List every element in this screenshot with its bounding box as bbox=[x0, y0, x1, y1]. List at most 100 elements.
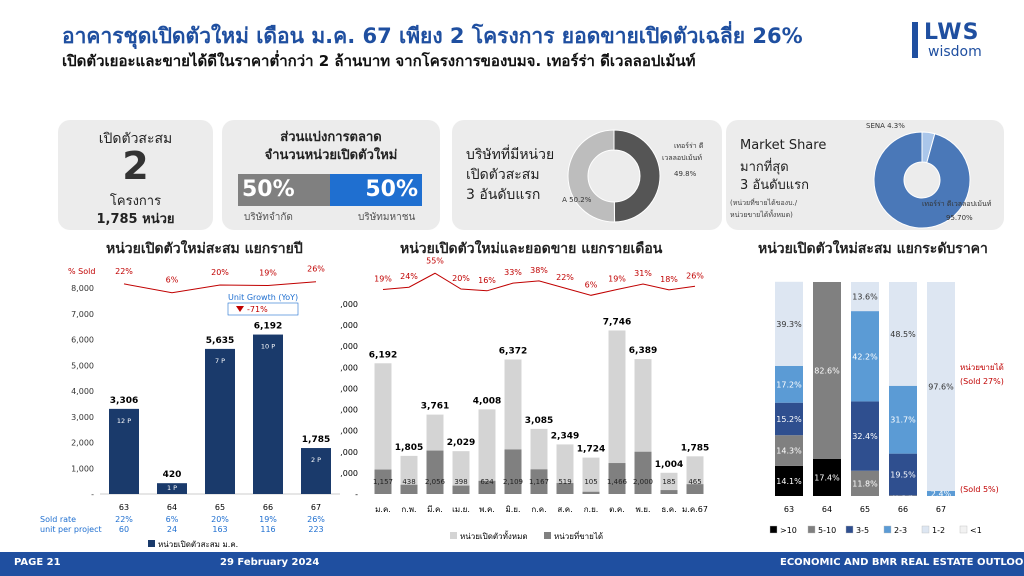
segment bbox=[889, 385, 917, 454]
growth-box bbox=[227, 302, 299, 316]
sold-rate-cell: 6% bbox=[166, 515, 179, 524]
footer-date: 29 February 2024 bbox=[220, 557, 320, 568]
bar-value-label: 3,306 bbox=[110, 396, 138, 406]
segment-label: 31.7% bbox=[890, 416, 916, 425]
footer-bar: PAGE 21 29 February 2024 ECONOMIC AND BM… bbox=[0, 552, 1024, 576]
segment-label: 82.6% bbox=[814, 366, 840, 375]
donut2-title-2: มากที่สุด bbox=[740, 160, 789, 175]
bar-sold-label: 2,109 bbox=[503, 478, 523, 486]
legend-swatch bbox=[807, 525, 816, 534]
bar-sold bbox=[426, 450, 444, 494]
segment bbox=[775, 281, 803, 366]
segment-label: 19.5% bbox=[890, 470, 916, 479]
y-tick-label: 1,000 bbox=[71, 464, 94, 473]
segment bbox=[927, 490, 955, 496]
segment bbox=[775, 465, 803, 496]
x-tick-label: 65 bbox=[215, 503, 225, 512]
sold-pct-label: 31% bbox=[634, 269, 652, 278]
legend-label: <1 bbox=[970, 526, 982, 535]
legend-swatch-total bbox=[450, 532, 457, 539]
bar-sold bbox=[660, 490, 678, 494]
segment-label: 2.4% bbox=[931, 489, 952, 498]
x-tick-label: ก.ย. bbox=[584, 505, 599, 514]
x-tick-label: 64 bbox=[822, 505, 832, 514]
sold-pct-label: 33% bbox=[504, 268, 522, 277]
bar-total-label: 6,192 bbox=[369, 350, 397, 360]
donut1-slice-label-a2: เวลลอปเม้นท์ bbox=[662, 154, 702, 162]
bar-sold bbox=[400, 484, 418, 494]
segment-label: 11.8% bbox=[852, 479, 878, 488]
right-label-2: (Sold 27%) bbox=[960, 377, 1004, 386]
y-tick-label: 9,000 bbox=[340, 300, 358, 309]
market-right-label: บริษัทมหาชน bbox=[358, 212, 416, 223]
bar-total-label: 1,805 bbox=[395, 443, 423, 453]
legend-label: 3-5 bbox=[856, 526, 869, 535]
sold-rate-cell: 26% bbox=[307, 515, 325, 524]
market-left-label: บริษัทจำกัด bbox=[244, 212, 293, 223]
x-tick-label: 64 bbox=[167, 503, 177, 512]
y-tick-label: 5,000 bbox=[340, 384, 358, 393]
y-tick-label: 6,000 bbox=[71, 336, 94, 345]
segment-label: 97.6% bbox=[928, 382, 954, 391]
down-arrow-icon bbox=[236, 306, 244, 312]
y-tick-label: 3,000 bbox=[340, 427, 358, 436]
sold-pct-line bbox=[382, 272, 696, 296]
bar-value-label: 420 bbox=[163, 470, 182, 480]
bar-sold-label: 398 bbox=[454, 478, 467, 486]
segment-label: 14.1% bbox=[776, 477, 802, 486]
y-tick-label: - bbox=[91, 490, 94, 499]
kpi-card: เปิดตัวสะสม 2 โครงการ 1,785 หน่วย bbox=[58, 120, 213, 230]
x-tick-label: ต.ค. bbox=[609, 505, 625, 514]
legend-label: หน่วยเปิดตัวสะสม ม.ค. bbox=[158, 540, 238, 549]
unit-per-project-cell: 223 bbox=[308, 525, 323, 534]
legend-label: >10 bbox=[780, 526, 797, 535]
bar-total-label: 7,746 bbox=[603, 317, 631, 327]
donut2-slice-1 bbox=[873, 131, 971, 229]
legend-label: 1-2 bbox=[932, 526, 945, 535]
unit-per-project-row-label: unit per project bbox=[40, 525, 102, 534]
sold-pct-label: 24% bbox=[400, 272, 418, 281]
x-tick-label: มิ.ย. bbox=[505, 505, 520, 514]
donut1-title-2: เปิดตัวสะสม bbox=[466, 167, 540, 183]
donut1-slice-1 bbox=[567, 129, 616, 223]
y-tick-label: 4,000 bbox=[340, 406, 358, 415]
bar-sold-label: 1,167 bbox=[529, 478, 549, 486]
segment-label: 17.2% bbox=[776, 380, 802, 389]
x-tick-label: พ.ย. bbox=[635, 505, 650, 514]
bar-sold-label: 2,056 bbox=[425, 478, 446, 486]
segment bbox=[889, 282, 917, 386]
sold-pct-label: 20% bbox=[452, 274, 470, 283]
bar-sold-label: 105 bbox=[584, 478, 597, 486]
bar-total-label: 6,389 bbox=[629, 346, 657, 356]
donut2-note-2: หน่วยขายได้ทั้งหมด) bbox=[730, 211, 793, 219]
legend-swatch bbox=[148, 540, 155, 547]
bar-sold-label: 185 bbox=[662, 478, 675, 486]
right-label-3: (Sold 5%) bbox=[960, 485, 999, 494]
page-subtitle: เปิดตัวเยอะและขายได้ดีในราคาต่ำกว่า 2 ล้… bbox=[62, 52, 696, 70]
bar-sold-label: 438 bbox=[402, 478, 415, 486]
legend-label: 2-3 bbox=[894, 526, 907, 535]
bar-total bbox=[660, 472, 678, 494]
segment bbox=[927, 282, 955, 491]
donut2-title-3: 3 อันดับแรก bbox=[740, 178, 810, 193]
x-tick-label: 63 bbox=[119, 503, 129, 512]
project-count-label: 7 P bbox=[215, 357, 225, 365]
donut1-slice-label-a: เทอร์ร่า ดี bbox=[674, 142, 703, 150]
segment-label: 13.6% bbox=[852, 293, 878, 302]
growth-value: -71% bbox=[247, 305, 268, 314]
x-tick-label: ก.ค. bbox=[531, 505, 546, 514]
market-left-bar: 50% bbox=[238, 174, 330, 206]
y-tick-label: 6,000 bbox=[340, 363, 358, 372]
legend-swatch bbox=[769, 525, 778, 534]
segment bbox=[775, 365, 803, 403]
bar-total-label: 1,004 bbox=[655, 460, 683, 470]
bar-total bbox=[608, 330, 626, 494]
segment bbox=[851, 311, 879, 402]
donut2-slice-label-a: SENA 4.3% bbox=[866, 122, 905, 130]
donut1-title-3: 3 อันดับแรก bbox=[466, 187, 541, 203]
bar-total-label: 4,008 bbox=[473, 396, 501, 406]
right-label-1: หน่วยขายได้ bbox=[960, 363, 1004, 372]
x-tick-label: ธ.ค. bbox=[661, 505, 676, 514]
y-tick-label: 7,000 bbox=[71, 310, 94, 319]
bar-total-label: 1,724 bbox=[577, 445, 605, 455]
